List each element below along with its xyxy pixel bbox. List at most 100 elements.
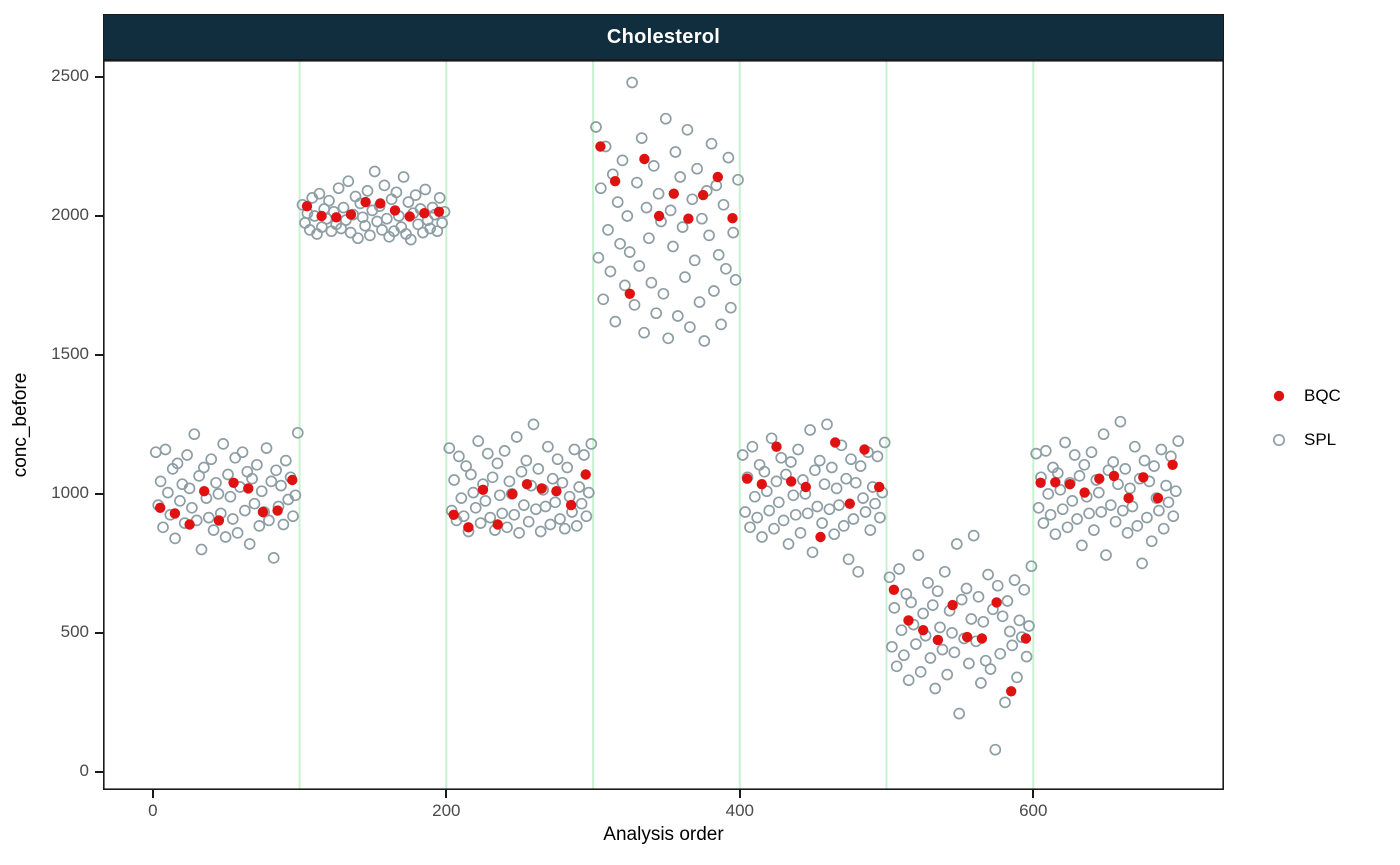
spl-point	[1153, 504, 1165, 517]
spl-point	[332, 182, 345, 195]
spl-point	[568, 443, 581, 456]
bqc-point	[448, 509, 459, 520]
spl-point	[912, 549, 925, 561]
spl-point	[705, 137, 718, 150]
spl-point	[621, 210, 634, 222]
spl-point	[611, 196, 624, 208]
spl-point	[491, 457, 504, 470]
spl-point	[768, 522, 780, 535]
spl-point	[818, 478, 831, 491]
spl-point	[1095, 506, 1108, 518]
spl-point	[267, 552, 280, 564]
bqc-point	[609, 176, 621, 187]
spl-point	[794, 527, 807, 539]
spl-point	[1121, 527, 1134, 539]
y-axis-title: conc_before	[10, 372, 31, 478]
bqc-point	[1138, 472, 1149, 483]
spl-point	[342, 175, 355, 188]
spl-point	[260, 442, 273, 454]
spl-point	[674, 171, 687, 183]
spl-point	[676, 221, 689, 233]
bqc-point	[1108, 470, 1120, 482]
bqc-point	[756, 479, 767, 490]
spl-point	[609, 315, 622, 328]
spl-point	[1107, 456, 1120, 468]
spl-point	[299, 217, 311, 229]
spl-point	[522, 515, 535, 528]
bqc-point	[184, 519, 195, 530]
facet-strip: Cholesterol	[103, 14, 1224, 60]
spl-point	[890, 660, 903, 673]
spl-point	[546, 472, 559, 485]
legend-item-bqc: BQC	[1268, 382, 1341, 410]
spl-point	[1124, 482, 1136, 495]
bqc-point	[360, 196, 371, 208]
spl-point	[597, 293, 610, 306]
spl-point	[857, 492, 869, 504]
bqc-point	[771, 441, 782, 452]
bqc-point	[1020, 633, 1032, 644]
spl-point	[554, 513, 566, 525]
spl-point	[291, 426, 304, 439]
spl-point	[1092, 486, 1105, 499]
spl-point	[941, 668, 954, 681]
spl-point	[777, 514, 790, 527]
spl-point	[792, 443, 804, 456]
bqc-point	[433, 206, 445, 217]
spl-point	[1116, 504, 1129, 517]
spl-point	[905, 596, 917, 609]
spl-point	[448, 474, 460, 486]
spl-point	[626, 76, 638, 89]
spl-point	[154, 475, 167, 488]
spl-point	[157, 521, 169, 534]
spl-point	[1044, 508, 1057, 521]
spl-point	[994, 647, 1007, 660]
spl-point	[1088, 524, 1100, 536]
spl-point	[977, 615, 990, 628]
spl-point	[975, 677, 987, 689]
spl-point	[580, 510, 593, 523]
spl-point	[1056, 503, 1069, 516]
spl-point	[1020, 650, 1033, 663]
bqc-point	[419, 208, 430, 219]
spl-point	[337, 201, 350, 214]
spl-point	[833, 499, 845, 511]
spl-point	[736, 449, 749, 461]
spl-point	[982, 568, 994, 581]
spl-point	[532, 463, 545, 475]
chart-title: Cholesterol	[606, 25, 721, 48]
spl-point	[852, 565, 865, 578]
spl-point	[787, 489, 800, 502]
x-tick-label: 400	[725, 801, 754, 820]
x-axis-title: Analysis order	[603, 824, 724, 845]
spl-point	[549, 496, 562, 509]
spl-point	[938, 565, 951, 578]
spl-point	[708, 285, 720, 297]
spl-point	[628, 299, 641, 311]
spl-point	[965, 613, 978, 625]
spl-point	[825, 461, 838, 474]
spl-point	[219, 531, 232, 543]
spl-point	[515, 465, 528, 478]
spl-point	[592, 251, 605, 264]
spl-point	[686, 193, 699, 206]
bqc-point	[786, 476, 797, 487]
spl-point	[169, 532, 181, 545]
spl-point	[380, 212, 393, 225]
spl-point	[1097, 428, 1110, 441]
spl-point	[698, 335, 711, 347]
x-tick-mark	[445, 790, 448, 798]
spl-point	[1006, 639, 1019, 652]
bqc-point	[169, 508, 181, 519]
spl-point	[1114, 415, 1127, 428]
y-tick-label: 0	[79, 760, 89, 780]
spl-point	[1025, 560, 1038, 573]
spl-point	[467, 486, 480, 499]
spl-point	[936, 643, 949, 656]
bqc-marker-icon	[1273, 390, 1285, 402]
spl-point	[503, 475, 516, 488]
bqc-point	[1006, 686, 1017, 697]
spl-point	[236, 446, 249, 459]
spl-point	[1073, 470, 1086, 482]
bqc-point	[345, 209, 357, 220]
